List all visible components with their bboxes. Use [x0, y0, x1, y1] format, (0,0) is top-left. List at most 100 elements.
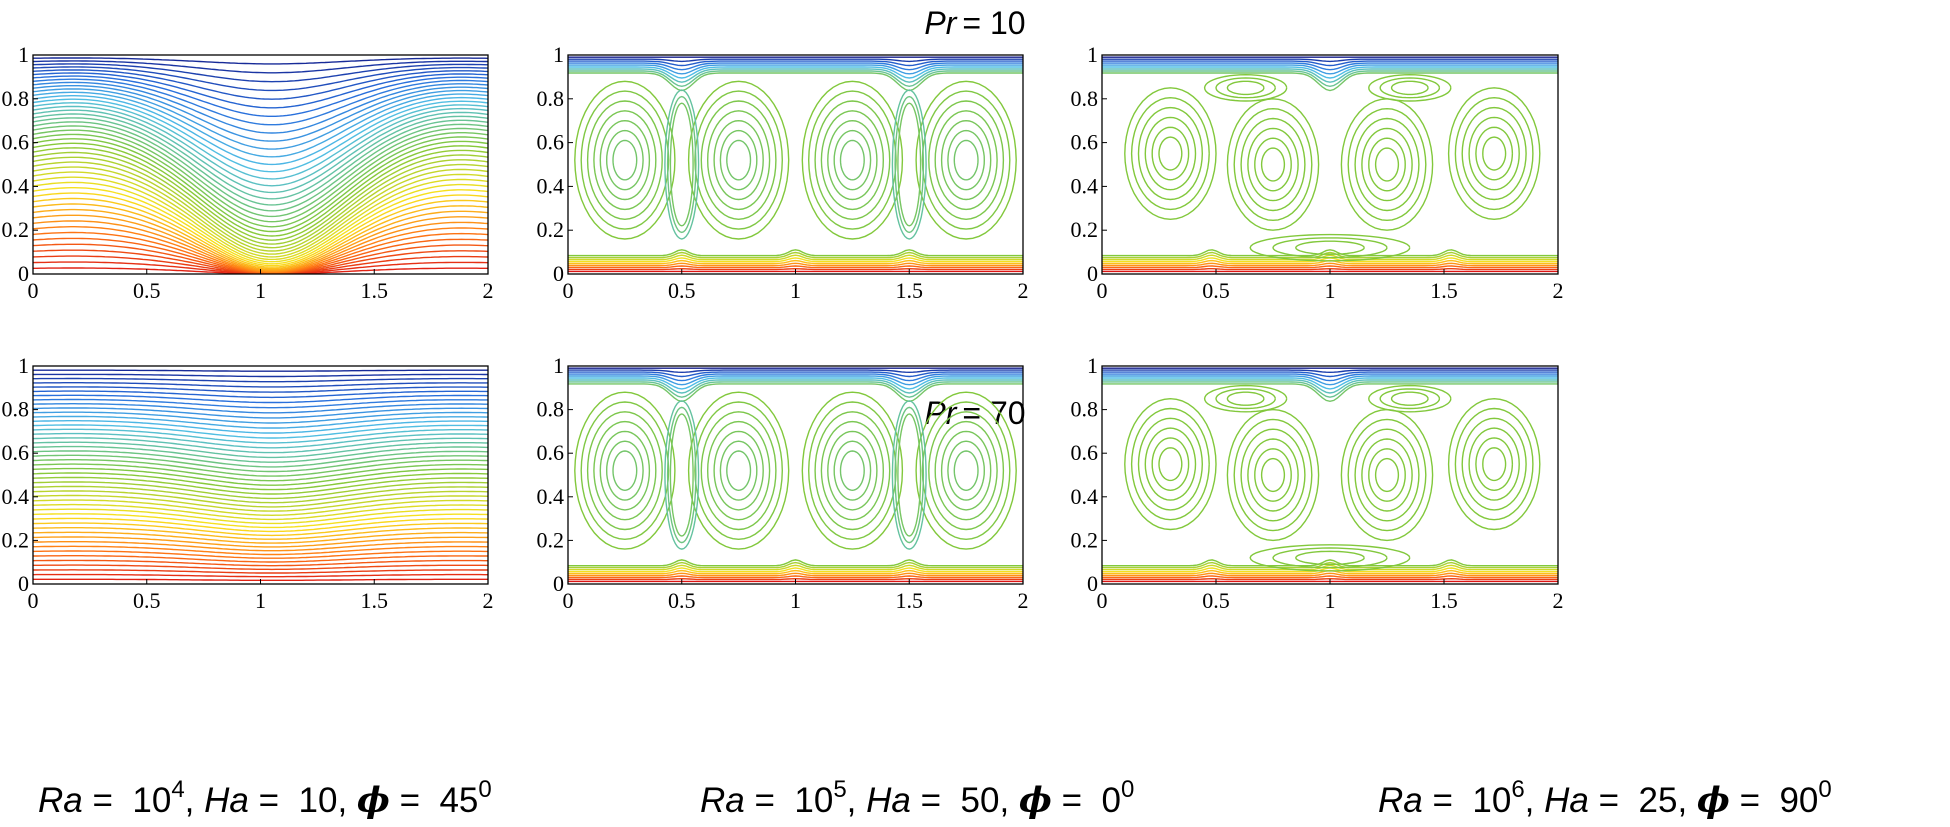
- y-tick-label: 0: [553, 261, 564, 286]
- isotherm-loop: [1374, 147, 1400, 182]
- isotherm-line: [33, 95, 488, 166]
- isotherm-loop: [1144, 427, 1197, 501]
- ha-value: 25: [1639, 781, 1678, 820]
- isotherm-line: [33, 78, 488, 126]
- x-tick-label: 0: [563, 588, 574, 613]
- isotherm-line: [568, 265, 1023, 269]
- isotherm-line: [33, 394, 488, 404]
- isotherm-line: [33, 75, 488, 117]
- isotherm-loop: [612, 139, 638, 181]
- isotherm-loop: [1379, 77, 1441, 99]
- isotherm-loop: [833, 129, 872, 191]
- isotherm-line: [1102, 251, 1558, 259]
- isotherm-line: [33, 98, 488, 173]
- isotherm-line: [1102, 60, 1558, 67]
- y-tick-label: 0.2: [2, 217, 30, 242]
- isotherm-loop: [940, 119, 992, 201]
- isotherm-line: [33, 527, 488, 540]
- isotherm-loop: [1226, 391, 1265, 406]
- isotherm-line: [1102, 383, 1558, 403]
- ra-equals: =: [1423, 781, 1473, 820]
- isotherm-loop: [1361, 127, 1413, 202]
- isotherm-line: [33, 569, 488, 574]
- isotherm-line: [33, 390, 488, 399]
- isotherm-loop: [1254, 137, 1292, 192]
- isotherm-line: [1102, 561, 1558, 569]
- isotherm-loop: [586, 411, 663, 531]
- isotherm-loop: [1226, 98, 1320, 231]
- phi-exponent: 0: [1818, 776, 1831, 803]
- isotherm-loop: [947, 129, 985, 191]
- isotherm-loop: [953, 139, 979, 181]
- y-tick-label: 0.6: [2, 130, 30, 155]
- isotherm-line: [33, 485, 488, 504]
- y-tick-label: 1: [18, 42, 29, 67]
- x-tick-label: 0.5: [1202, 278, 1230, 303]
- isotherm-line: [568, 371, 1023, 378]
- isotherm-loop: [706, 420, 771, 521]
- isotherm-loop: [1203, 384, 1288, 413]
- isotherm-loop: [1447, 87, 1541, 221]
- y-tick-label: 0.8: [2, 397, 30, 422]
- x-tick-label: 1.5: [896, 278, 924, 303]
- isotherm-line: [568, 58, 1023, 63]
- isotherm-line: [33, 369, 488, 372]
- y-tick-label: 0.4: [1071, 484, 1099, 509]
- isotherm-loop: [940, 430, 992, 511]
- isotherm-line: [568, 575, 1023, 579]
- isotherm-line: [1102, 369, 1558, 374]
- x-tick-label: 1.5: [896, 588, 924, 613]
- x-tick-label: 0: [1097, 278, 1108, 303]
- phi-exponent: 0: [478, 776, 491, 803]
- isotherm-loop: [1240, 117, 1306, 212]
- y-tick-label: 0.6: [1071, 440, 1099, 465]
- isotherm-loop: [1347, 107, 1427, 222]
- isotherm-loop: [1226, 80, 1265, 96]
- isotherm-loop: [807, 401, 897, 541]
- isotherm-line: [33, 472, 488, 491]
- isotherm-loop: [1247, 127, 1299, 202]
- contour-panel: 0 0.5 1 1.5 2 0 0.2 0.4 0.6 0.8 1: [1071, 42, 1564, 303]
- isotherm-line: [33, 109, 488, 194]
- isotherm-loop: [1368, 384, 1452, 413]
- isotherm-loop: [694, 90, 783, 230]
- isotherm-loop: [1361, 438, 1413, 512]
- isotherm-line: [568, 559, 1023, 567]
- isotherm-loop: [1354, 117, 1420, 212]
- x-tick-label: 1.5: [1430, 278, 1458, 303]
- isotherm-line: [33, 508, 488, 525]
- isotherm-loop: [666, 95, 697, 234]
- isotherm-line: [1102, 377, 1558, 390]
- isotherm-loop: [1260, 457, 1286, 493]
- isotherm-line: [1102, 381, 1558, 398]
- isotherm-line: [1102, 62, 1558, 71]
- row-title-top-symbol: Pr: [924, 5, 957, 41]
- isotherm-line: [33, 503, 488, 521]
- isotherm-loop: [719, 129, 758, 191]
- isotherm-line: [568, 62, 1023, 71]
- isotherm-line: [33, 69, 488, 100]
- contour-panels: 0 0.5 1 1.5 200.20.40.60.810 0.5 1 1.5 200.20.40…: [2, 42, 1564, 613]
- isotherm-line: [33, 459, 488, 477]
- isotherm-loop: [1340, 98, 1434, 231]
- isotherm-loop: [719, 440, 758, 501]
- isotherm-loop: [1137, 417, 1203, 511]
- isotherm-loop: [953, 450, 979, 492]
- phi-equals: =: [390, 781, 440, 820]
- isotherm-line: [33, 415, 488, 429]
- isotherm-loop: [801, 80, 904, 240]
- row-title-bottom: Pr = 70: [924, 395, 1025, 431]
- isotherm-loop: [921, 401, 1011, 541]
- y-tick-label: 0: [1087, 571, 1098, 596]
- isotherm-line: [568, 567, 1023, 573]
- isotherm-loop: [1124, 87, 1217, 221]
- contour-panel: 0 0.5 1 1.5 2 0 0.2 0.4 0.6 0.8 1: [2, 42, 494, 303]
- isotherm-loop: [1475, 437, 1514, 492]
- isotherm-line: [33, 424, 488, 439]
- phi-equals: =: [1730, 781, 1780, 820]
- isotherm-loop: [820, 110, 884, 211]
- y-tick-label: 0.6: [1071, 130, 1099, 155]
- isotherm-line: [33, 550, 488, 559]
- isotherm-loop: [694, 401, 783, 541]
